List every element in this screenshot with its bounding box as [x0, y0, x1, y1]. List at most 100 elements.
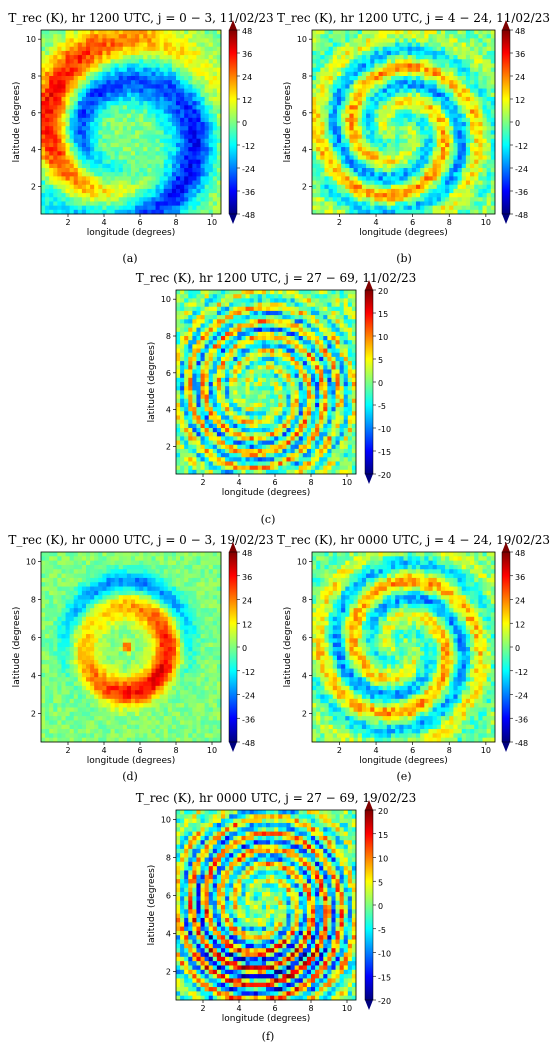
- heatmap-cell: [316, 180, 321, 186]
- heatmap-cell: [171, 155, 177, 161]
- heatmap-cell: [399, 84, 404, 89]
- heatmap-cell: [403, 46, 409, 52]
- heatmap-cell: [336, 80, 342, 85]
- heatmap-cell: [457, 122, 463, 127]
- heatmap-cell: [241, 306, 246, 312]
- heatmap-cell: [106, 96, 111, 102]
- heatmap-cell: [320, 188, 325, 194]
- heatmap-cell: [440, 50, 446, 56]
- heatmap-cell: [135, 63, 140, 69]
- heatmap-cell: [261, 440, 267, 446]
- heatmap-cell: [69, 180, 75, 186]
- heatmap-cell: [143, 184, 148, 190]
- heatmap-cell: [411, 155, 417, 161]
- heatmap-cell: [361, 180, 367, 186]
- heatmap-cell: [465, 180, 471, 186]
- heatmap-cell: [118, 176, 124, 181]
- heatmap-cell: [90, 76, 95, 81]
- heatmap-cell: [353, 46, 359, 52]
- heatmap-cell: [188, 197, 193, 202]
- heatmap-cell: [370, 96, 375, 102]
- heatmap-cell: [261, 365, 267, 370]
- heatmap-cell: [200, 209, 206, 215]
- x-tick-label: 4: [101, 218, 106, 227]
- heatmap-cell: [53, 159, 58, 165]
- heatmap-cell: [391, 67, 396, 73]
- heatmap-cell: [229, 415, 234, 421]
- heatmap-cell: [90, 163, 95, 169]
- heatmap-cell: [391, 138, 396, 144]
- heatmap-cell: [386, 168, 392, 173]
- heatmap-cell: [180, 382, 185, 387]
- heatmap-cell: [225, 390, 230, 395]
- heatmap-cell: [192, 319, 197, 324]
- heatmap-cell: [261, 310, 267, 316]
- heatmap-cell: [366, 201, 371, 207]
- heatmap-cell: [432, 101, 438, 106]
- heatmap-cell: [73, 63, 79, 69]
- heatmap-cell: [176, 34, 181, 39]
- heatmap-cell: [143, 113, 148, 119]
- heatmap-cell: [440, 96, 446, 102]
- heatmap-cell: [167, 193, 173, 198]
- heatmap-cell: [184, 432, 189, 437]
- heatmap-cell: [361, 63, 367, 69]
- heatmap-cell: [212, 361, 218, 366]
- heatmap-cell: [490, 96, 496, 102]
- heatmap-cell: [159, 34, 165, 39]
- heatmap-cell: [225, 298, 230, 303]
- y-tick-label: 6: [31, 109, 36, 118]
- heatmap-cell: [57, 134, 62, 140]
- heatmap-cell: [184, 327, 189, 333]
- heatmap-cell: [490, 30, 496, 35]
- heatmap-cell: [465, 59, 471, 64]
- heatmap-cell: [155, 163, 161, 169]
- heatmap-cell: [245, 319, 251, 324]
- heatmap-cell: [320, 184, 325, 190]
- heatmap-cell: [208, 365, 214, 370]
- heatmap-cell: [143, 92, 148, 98]
- heatmap-cell: [328, 180, 334, 186]
- heatmap-cell: [192, 92, 197, 98]
- heatmap-cell: [415, 201, 421, 207]
- heatmap-cell: [424, 105, 429, 110]
- heatmap-cell: [196, 138, 201, 144]
- heatmap-cell: [229, 294, 234, 299]
- heatmap-cell: [86, 30, 91, 35]
- heatmap-cell: [212, 197, 218, 202]
- heatmap-cell: [361, 46, 367, 52]
- heatmap-cell: [382, 96, 388, 102]
- heatmap-cell: [474, 71, 479, 77]
- heatmap-cell: [200, 134, 206, 140]
- heatmap-cell: [122, 101, 128, 106]
- heatmap-cell: [457, 113, 463, 119]
- heatmap-cell: [428, 71, 434, 77]
- heatmap-cell: [110, 172, 116, 177]
- heatmap-cell: [151, 122, 156, 127]
- heatmap-cell: [57, 101, 62, 106]
- heatmap-cell: [233, 394, 238, 400]
- heatmap-cell: [159, 30, 165, 35]
- heatmap-cell: [90, 34, 95, 39]
- heatmap-cell: [403, 209, 409, 215]
- heatmap-cell: [180, 398, 185, 404]
- heatmap-cell: [470, 188, 475, 194]
- heatmap-cell: [81, 130, 87, 135]
- heatmap-cell: [386, 126, 392, 131]
- heatmap-cell: [320, 76, 325, 81]
- heatmap-cell: [457, 134, 463, 140]
- heatmap-cell: [245, 432, 251, 437]
- heatmap-cell: [378, 176, 384, 181]
- heatmap-cell: [432, 176, 438, 181]
- heatmap-cell: [49, 163, 54, 169]
- heatmap-cell: [257, 382, 263, 387]
- heatmap-cell: [196, 461, 201, 467]
- heatmap-cell: [192, 76, 197, 81]
- heatmap-cell: [147, 42, 152, 48]
- heatmap-cell: [428, 84, 434, 89]
- heatmap-cell: [382, 63, 388, 69]
- heatmap-cell: [131, 122, 136, 127]
- heatmap-cell: [424, 80, 429, 85]
- heatmap-cell: [261, 361, 267, 366]
- heatmap-cell: [261, 373, 267, 379]
